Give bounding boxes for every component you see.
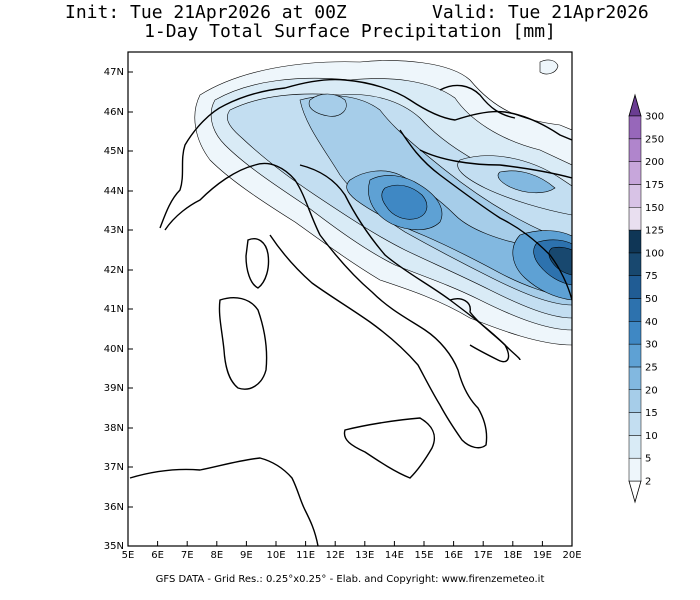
colorbar-band — [628, 457, 642, 482]
lat-label: 37N — [104, 462, 124, 473]
lon-label: 5E — [122, 550, 135, 561]
colorbar-label: 75 — [645, 271, 658, 282]
colorbar-band — [628, 138, 642, 162]
lon-label: 18E — [503, 550, 522, 561]
colorbar-band — [628, 321, 642, 345]
map-title: 1-Day Total Surface Precipitation [mm] — [144, 21, 556, 42]
map-frame — [127, 51, 573, 547]
lon-label: 15E — [414, 550, 433, 561]
colorbar-band — [628, 298, 642, 322]
lon-label: 11E — [296, 550, 315, 561]
colorbar-label: 15 — [645, 408, 658, 419]
colorbar-band — [628, 412, 642, 436]
colorbar-max-arrow — [628, 93, 642, 117]
colorbar-label: 300 — [645, 112, 664, 123]
lon-label: 10E — [266, 550, 285, 561]
colorbar-label: 40 — [645, 317, 658, 328]
lon-label: 20E — [562, 550, 581, 561]
lon-label: 13E — [355, 550, 374, 561]
lon-label: 8E — [210, 550, 223, 561]
colorbar-label: 20 — [645, 385, 658, 396]
longitude-axis: 5E 6E 7E 8E 9E 10E 11E 12E 13E 14E 15E 1… — [122, 541, 582, 561]
colorbar-label: 125 — [645, 226, 664, 237]
lon-label: 6E — [151, 550, 164, 561]
colorbar-label: 25 — [645, 362, 658, 373]
lon-label: 16E — [444, 550, 463, 561]
colorbar-band — [628, 389, 642, 413]
colorbar-label: 175 — [645, 180, 664, 191]
lat-label: 44N — [104, 186, 124, 197]
lat-label: 41N — [104, 304, 124, 315]
coastlines — [129, 78, 572, 546]
latitude-axis: 35N 36N 37N 38N 39N 40N 41N 42N 43N 44N … — [104, 67, 133, 552]
lat-label: 40N — [104, 344, 124, 355]
colorbar-band — [628, 343, 642, 368]
colorbar-label: 250 — [645, 134, 664, 145]
colorbar-band — [628, 207, 642, 231]
precipitation-field — [194, 59, 572, 346]
lon-label: 12E — [326, 550, 345, 561]
lon-label: 17E — [474, 550, 493, 561]
lon-label: 19E — [533, 550, 552, 561]
colorbar-label: 200 — [645, 157, 664, 168]
colorbar-band — [628, 252, 642, 276]
init-time-label: Init: Tue 21Apr2026 at 00Z — [65, 2, 347, 23]
colorbar-label: 150 — [645, 203, 664, 214]
lon-label: 9E — [240, 550, 253, 561]
colorbar-label: 50 — [645, 294, 658, 305]
colorbar-label: 2 — [645, 477, 651, 488]
colorbar-band — [628, 184, 642, 208]
lat-label: 35N — [104, 541, 124, 552]
colorbar-band — [628, 115, 642, 140]
lat-label: 42N — [104, 265, 124, 276]
lon-label: 7E — [181, 550, 194, 561]
colorbar-label: 30 — [645, 340, 658, 351]
lat-label: 47N — [104, 67, 124, 78]
lat-label: 43N — [104, 225, 124, 236]
lat-label: 39N — [104, 383, 124, 394]
footer-credits: GFS DATA - Grid Res.: 0.25°x0.25° - Elab… — [155, 574, 545, 585]
colorbar-label: 5 — [645, 454, 651, 465]
colorbar-min-arrow — [628, 480, 642, 504]
colorbar-label: 10 — [645, 431, 658, 442]
colorbar-band — [628, 229, 642, 254]
lon-label: 14E — [385, 550, 404, 561]
colorbar-band — [628, 366, 642, 390]
lat-label: 46N — [104, 107, 124, 118]
valid-time-label: Valid: Tue 21Apr2026 — [432, 2, 649, 23]
lat-label: 36N — [104, 502, 124, 513]
lat-label: 45N — [104, 146, 124, 157]
colorbar-band — [628, 275, 642, 299]
colorbar-label: 100 — [645, 248, 664, 259]
lat-label: 38N — [104, 423, 124, 434]
colorbar-band — [628, 435, 642, 459]
colorbar-band — [628, 161, 642, 185]
